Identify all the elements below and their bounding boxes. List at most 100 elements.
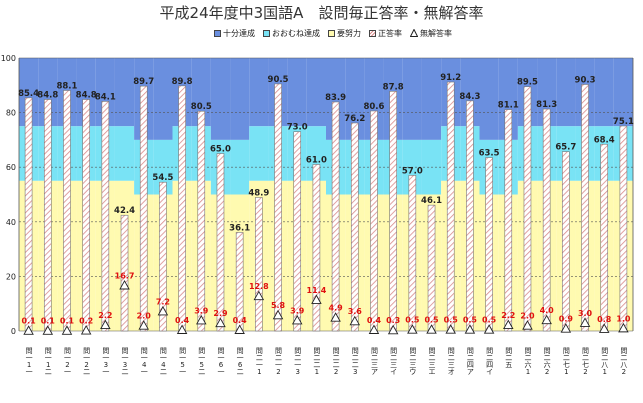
correct-rate-bar-16 <box>331 101 340 332</box>
correct-rate-bar-15 <box>312 164 321 332</box>
no-answer-marker-13 <box>272 309 284 320</box>
no-answer-marker-4 <box>100 319 111 330</box>
legend-swatch-effort <box>328 29 335 37</box>
no-answer-marker-29 <box>579 317 591 327</box>
correct-rate-bar-22 <box>446 81 455 332</box>
band-full-3 <box>76 58 96 127</box>
correct-rate-label-30: 68.4 <box>594 135 615 145</box>
legend-item-full: 十分達成 <box>214 28 255 39</box>
correct-rate-bar-13 <box>274 83 282 332</box>
legend: 十分達成 おおむね達成 要努力 正答率 無解答率 <box>214 26 452 40</box>
legend-item-noanswer: 無解答率 <box>410 28 452 39</box>
no-answer-marker-23 <box>464 324 476 334</box>
no-answer-label-25: 2.2 <box>501 311 515 320</box>
no-answer-marker-6 <box>138 320 149 330</box>
no-answer-label-21: 0.5 <box>424 316 439 325</box>
band-full-24 <box>479 58 499 140</box>
no-answer-label-10: 2.9 <box>213 309 228 318</box>
correct-rate-label-18: 80.6 <box>363 102 384 112</box>
no-answer-label-23: 0.5 <box>463 316 478 325</box>
correct-rate-bar-24 <box>485 157 493 332</box>
correct-rate-label-16: 83.9 <box>325 93 346 103</box>
y-tick-label-80: 80 <box>6 109 16 118</box>
legend-label-full: 十分達成 <box>223 28 255 38</box>
no-answer-label-6: 2.0 <box>137 312 152 321</box>
no-answer-marker-15 <box>311 294 322 304</box>
band-full-12 <box>249 58 269 127</box>
x-tick-label-9: 問 一 5 二 <box>198 347 206 376</box>
band-full-27 <box>537 58 557 127</box>
x-tick-label-16: 問 二 二 2 <box>332 347 340 376</box>
legend-label-mostly: おおむね達成 <box>272 28 320 38</box>
correct-rate-label-21: 46.1 <box>421 196 442 206</box>
legend-item-correct: 正答率 <box>369 28 402 39</box>
correct-rate-label-24: 63.5 <box>479 149 500 159</box>
no-answer-label-22: 0.5 <box>444 316 459 325</box>
x-tick-label-5: 問 一 3 二 <box>121 347 129 376</box>
y-tick-label-20: 20 <box>6 272 16 281</box>
chart-title: 平成24年度中3国語A 設問毎正答率・無解答率 <box>159 4 484 22</box>
x-tick-label-1: 問 一 1 二 <box>44 347 52 376</box>
band-full-10 <box>210 58 231 140</box>
x-tick-label-24: 問 二 四 イ <box>486 347 494 376</box>
legend-swatch-mostly <box>263 29 270 37</box>
x-tick-label-0: 問 一 1 一 <box>25 347 33 376</box>
legend-label-correct: 正答率 <box>378 28 402 38</box>
band-full-21 <box>421 58 442 140</box>
band-full-9 <box>191 58 211 127</box>
no-answer-label-19: 0.3 <box>386 316 400 325</box>
no-answer-label-8: 0.4 <box>175 316 190 325</box>
no-answer-label-24: 0.5 <box>482 316 497 325</box>
band-full-17 <box>345 58 365 140</box>
correct-rate-label-29: 90.3 <box>575 75 596 85</box>
no-answer-label-20: 0.5 <box>405 316 420 325</box>
correct-rate-label-19: 87.8 <box>383 82 404 92</box>
x-tick-label-10: 問 一 6 一 <box>217 347 225 376</box>
correct-rate-bar-18 <box>370 110 378 332</box>
no-answer-marker-28 <box>560 323 572 333</box>
legend-item-mostly: おおむね達成 <box>263 28 320 39</box>
correct-rate-bar-29 <box>581 84 589 332</box>
no-answer-label-4: 2.2 <box>98 311 112 320</box>
correct-rate-bar-4 <box>101 101 110 332</box>
x-tick-label-15: 問 二 二 1 <box>313 347 321 376</box>
correct-rate-bar-2 <box>63 90 71 332</box>
no-answer-marker-16 <box>330 312 341 322</box>
y-tick-label-40: 40 <box>6 218 16 227</box>
correct-rate-label-15: 61.0 <box>306 155 327 165</box>
no-answer-label-27: 4.0 <box>540 306 555 315</box>
legend-label-noanswer: 無解答率 <box>420 28 452 38</box>
correct-rate-bar-25 <box>504 109 513 332</box>
correct-rate-bar-6 <box>139 85 148 332</box>
legend-swatch-full <box>214 29 221 37</box>
no-answer-label-30: 0.8 <box>597 315 612 324</box>
correct-rate-label-2: 88.1 <box>56 81 77 91</box>
correct-rate-label-14: 73.0 <box>287 123 308 133</box>
legend-swatch-correct <box>369 29 376 37</box>
correct-rate-label-31: 75.1 <box>613 117 634 127</box>
x-tick-label-18: 問 二 三 ア <box>370 347 378 376</box>
no-answer-label-14: 3.9 <box>290 306 305 315</box>
correct-rate-label-8: 89.8 <box>172 77 193 87</box>
correct-rate-bar-0 <box>24 97 33 332</box>
no-answer-label-17: 3.6 <box>348 307 363 316</box>
x-tick-label-13: 問 二 一 2 <box>275 347 283 376</box>
no-answer-marker-22 <box>445 324 456 334</box>
x-tick-label-4: 問 一 3 一 <box>102 347 110 376</box>
no-answer-label-0: 0.1 <box>22 317 37 326</box>
no-answer-marker-7 <box>157 305 169 316</box>
correct-rate-bar-23 <box>466 100 474 332</box>
no-answer-marker-14 <box>291 314 303 325</box>
x-tick-label-17: 問 二 二 3 <box>351 347 359 376</box>
correct-rate-label-10: 65.0 <box>210 145 231 155</box>
correct-rate-bar-9 <box>197 110 206 332</box>
band-full-5 <box>114 58 135 127</box>
plot-area: 0 20 40 60 80 100 85.4 0.1 84.8 0.1 88.1 0.1 84.8 0.… <box>1 54 634 336</box>
y-tick-label-60: 60 <box>6 163 16 172</box>
band-full-16 <box>326 58 346 140</box>
correct-rate-bar-21 <box>427 204 436 332</box>
correct-rate-label-27: 81.3 <box>536 100 557 110</box>
no-answer-marker-30 <box>598 323 610 333</box>
band-full-31 <box>613 58 633 127</box>
band-full-11 <box>230 58 250 140</box>
